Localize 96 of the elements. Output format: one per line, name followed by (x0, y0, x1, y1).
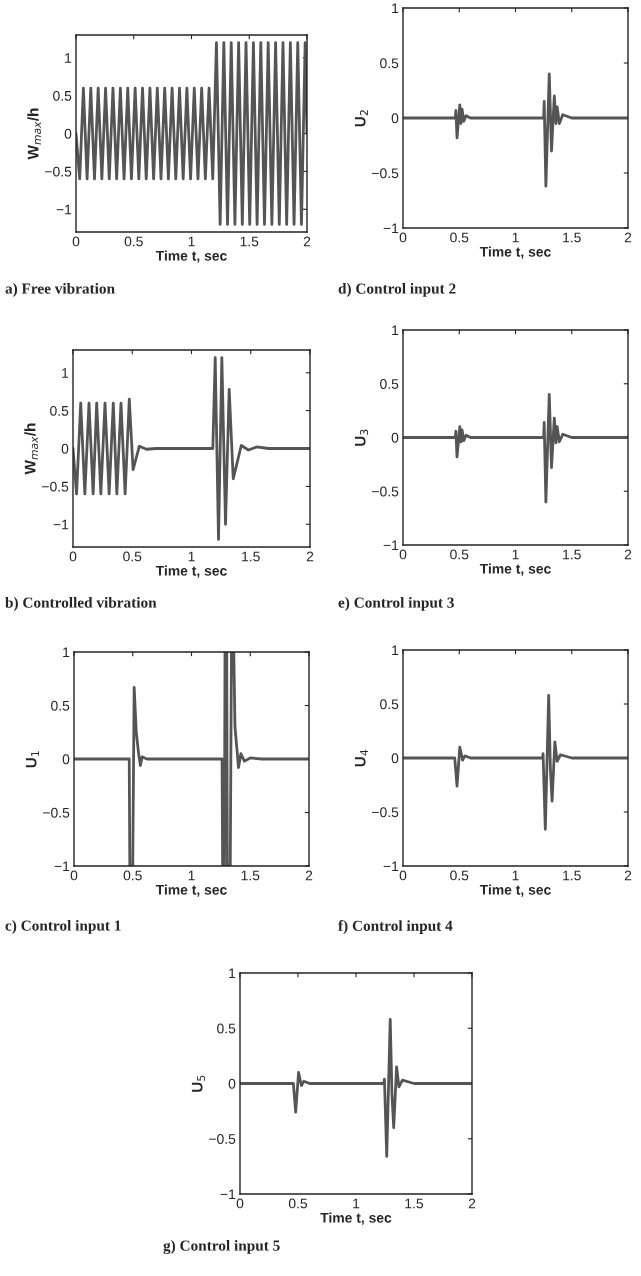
y-tick-label: 1 (63, 647, 70, 658)
x-tick-label: 1 (188, 551, 195, 562)
y-axis-title: W$_{max}$/h (27, 108, 42, 160)
y-tick-label: 1 (65, 53, 72, 63)
y-tick-label: −0.5 (45, 166, 72, 177)
y-tick-label: 1 (392, 645, 399, 656)
x-tick-label: 1.5 (563, 870, 581, 881)
x-tick-label: 0 (399, 232, 407, 243)
text: c) Control input 1 (5, 920, 121, 934)
line-series (240, 1018, 472, 1158)
y-tick-label: −0.5 (42, 481, 69, 492)
y-axis-title: U$_{3}$ (354, 429, 369, 446)
y-tick-label: 0.5 (217, 1023, 236, 1034)
y-tick-label: −1 (54, 861, 70, 872)
y-tick-label: −1 (383, 540, 399, 551)
x-tick-label: 2 (624, 870, 632, 881)
y-axis-title: U$_{1}$ (25, 751, 39, 768)
x-tick-label: 0.5 (450, 549, 469, 560)
y-tick-label: 0 (64, 128, 72, 139)
text: g) Control input 5 (163, 1240, 280, 1254)
text: a) Free vibration (5, 283, 115, 297)
y-tick-label: 0.5 (380, 379, 399, 389)
line-series (403, 693, 628, 831)
y-tick-label: 0.5 (380, 699, 399, 710)
x-tick-label: 1.5 (563, 549, 581, 560)
text: b) Controlled vibration (5, 597, 157, 611)
y-axis-title: U$_{5}$ (191, 1075, 206, 1092)
y-tick-label: 0.5 (51, 700, 70, 711)
y-tick-label: 0.5 (53, 90, 72, 101)
x-tick-label: 2 (305, 870, 313, 881)
y-tick-label: −1 (56, 204, 72, 215)
text: d) Control input 2 (338, 283, 456, 297)
line-series (73, 356, 310, 541)
text: f) Control input 4 (338, 920, 453, 935)
x-tick-label: 0.5 (123, 551, 142, 562)
x-tick-label: 1.5 (242, 551, 260, 562)
x-tick-label: 1.5 (241, 870, 260, 881)
y-tick-label: −1 (383, 861, 399, 872)
x-axis-title: Time t, sec (479, 246, 551, 259)
x-tick-label: 2 (624, 549, 632, 560)
x-axis-title: Time t, sec (155, 565, 227, 578)
x-tick-label: 1 (188, 236, 195, 247)
x-axis-title: Time t, sec (155, 250, 227, 263)
x-tick-label: 0 (72, 236, 80, 247)
y-tick-label: 0 (62, 754, 70, 765)
x-tick-label: 0 (399, 870, 407, 881)
y-tick-label: 1 (392, 3, 399, 14)
y-tick-label: −1 (383, 223, 399, 234)
y-tick-label: −0.5 (372, 486, 399, 497)
x-axis-title: Time t, sec (479, 884, 551, 897)
y-tick-label: −1 (220, 1189, 236, 1200)
y-tick-label: 1 (229, 968, 236, 979)
x-tick-label: 0.5 (288, 1198, 308, 1209)
y-tick-label: −1 (53, 519, 69, 530)
y-axis-title: U$_{4}$ (354, 749, 368, 767)
line-series (403, 393, 628, 504)
x-tick-label: 1.5 (240, 236, 259, 247)
x-axis-title: Time t, sec (320, 1212, 392, 1225)
line-series (74, 652, 309, 866)
y-tick-label: 0 (61, 443, 69, 454)
x-axis-title: Time t, sec (155, 884, 227, 897)
y-tick-label: 0 (228, 1078, 236, 1089)
x-tick-label: 0.5 (123, 870, 142, 881)
x-tick-label: 2 (468, 1198, 476, 1209)
y-tick-label: −0.5 (43, 807, 70, 818)
x-tick-label: 0.5 (450, 870, 469, 881)
x-tick-label: 0 (399, 549, 407, 560)
x-tick-label: 1 (353, 1198, 360, 1209)
x-tick-label: 0 (236, 1198, 244, 1209)
x-tick-label: 1 (512, 870, 519, 881)
line-series (76, 41, 307, 226)
x-tick-label: 1 (188, 870, 195, 881)
x-tick-label: 2 (303, 236, 311, 247)
y-tick-label: 0 (391, 753, 399, 764)
y-tick-label: −0.5 (209, 1134, 236, 1144)
x-tick-label: 2 (624, 232, 632, 243)
y-tick-label: 0.5 (50, 405, 69, 416)
x-tick-label: 2 (306, 551, 314, 562)
x-tick-label: 1 (512, 549, 519, 560)
y-axis-title: U$_{2}$ (354, 110, 368, 127)
x-axis-title: Time t, sec (479, 563, 551, 576)
y-tick-label: 1 (62, 368, 69, 378)
x-tick-label: 1.5 (563, 232, 581, 243)
y-tick-label: 0.5 (380, 58, 399, 69)
text: e) Control input 3 (338, 597, 454, 611)
x-tick-label: 0.5 (450, 232, 469, 243)
x-tick-label: 0.5 (124, 236, 143, 247)
y-tick-label: 0 (391, 113, 399, 124)
y-tick-label: 1 (392, 325, 399, 336)
y-tick-label: −0.5 (372, 168, 399, 179)
y-axis-title: W$_{max}$/h (24, 423, 39, 475)
x-tick-label: 1 (512, 232, 519, 243)
y-tick-label: −0.5 (372, 807, 399, 818)
y-tick-label: 0 (391, 432, 399, 443)
line-series (403, 72, 628, 188)
x-tick-label: 1.5 (405, 1198, 424, 1209)
